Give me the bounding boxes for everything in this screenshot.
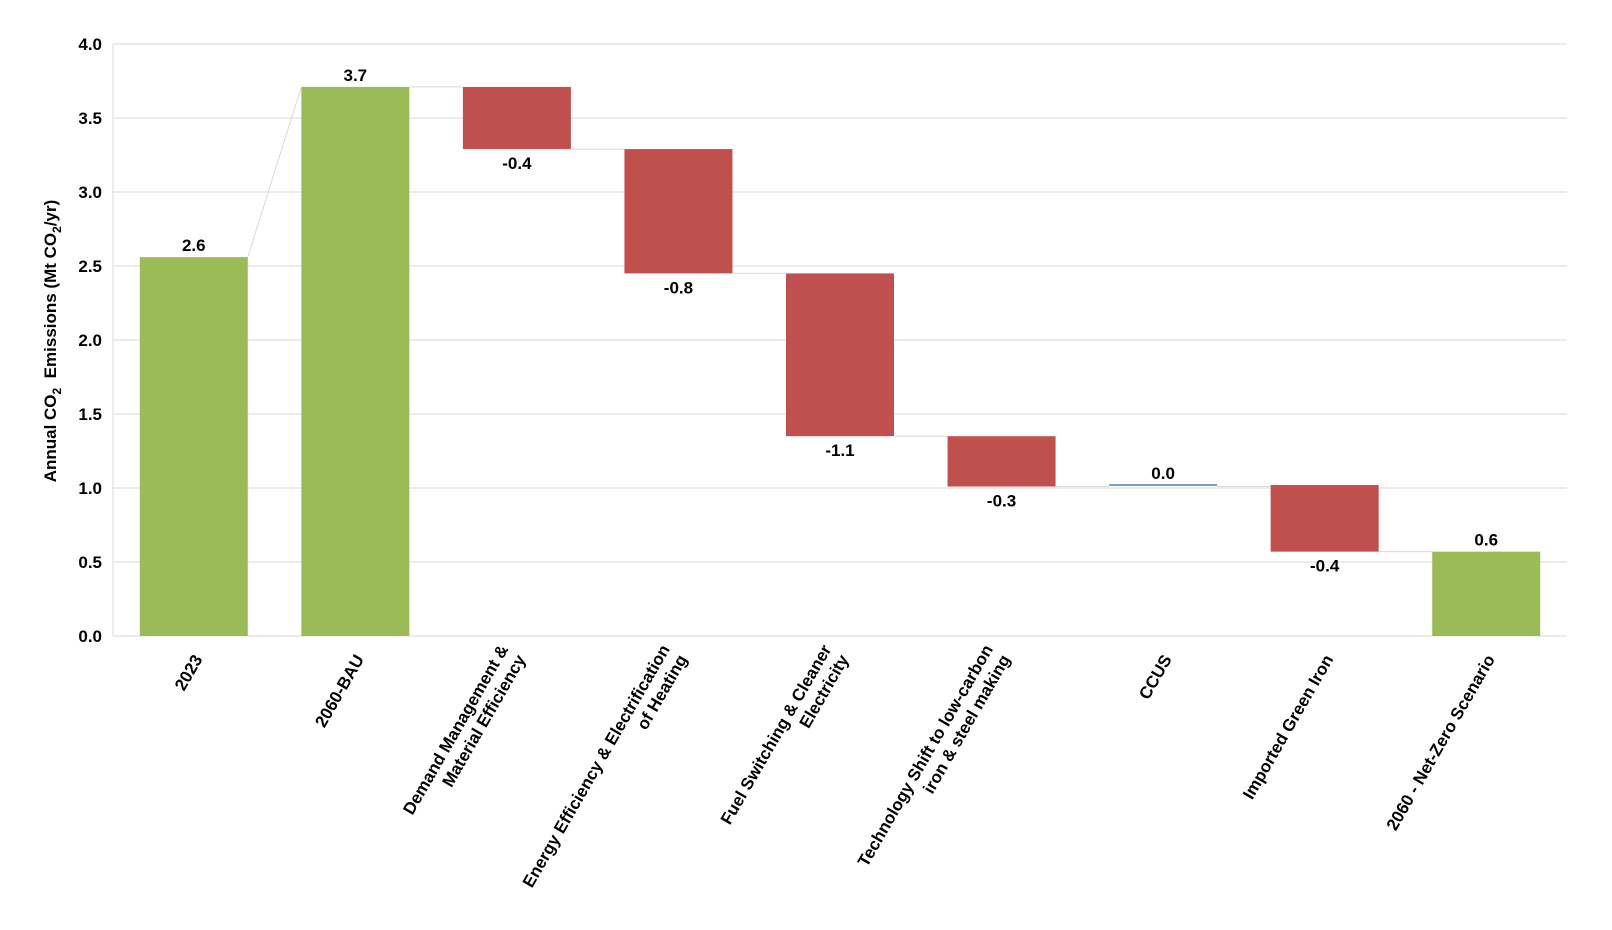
y-tick-label: 2.0 [78, 331, 102, 350]
data-labels: 2.6 3.7 -0.4 -0.8 -1.1 -0.3 0.0 -0.4 0.6 [182, 66, 1498, 576]
y-tick-label: 2.5 [78, 257, 102, 276]
bars [139, 86, 1541, 637]
x-category-label-line: CCUS [1135, 652, 1176, 703]
x-category-label-line: Demand Management & [399, 642, 512, 818]
data-label: 0.0 [1151, 464, 1175, 483]
data-label: -1.1 [825, 441, 854, 460]
y-axis-label: Annual CO2 Emissions (Mt CO2/yr) [41, 200, 64, 483]
x-category-label-line: 2060-BAU [311, 652, 368, 731]
x-category-label-line: 2060 - Net-Zero Scenario [1383, 652, 1499, 834]
x-category-label: Energy Efficiency & Electrificationof He… [519, 642, 691, 901]
x-category-label: 2060-BAU [311, 652, 368, 731]
x-category-label-line: 2023 [171, 652, 206, 694]
bar-7 [1270, 485, 1379, 552]
y-tick-label: 1.0 [78, 479, 102, 498]
data-label: 2.6 [182, 236, 206, 255]
data-label: -0.8 [664, 278, 693, 297]
y-tick-label: 4.0 [78, 35, 102, 54]
x-category-label-line: Fuel Switching & Cleaner [717, 641, 836, 828]
y-tick-label: 3.5 [78, 109, 102, 128]
data-label: -0.4 [502, 154, 532, 173]
bar-3 [624, 149, 733, 274]
bar-5 [947, 436, 1056, 487]
x-category-label: CCUS [1135, 652, 1176, 703]
y-tick-label: 0.5 [78, 553, 102, 572]
connector-lines [247, 86, 1433, 553]
data-label: 3.7 [344, 66, 368, 85]
x-category-label-line: Technology Shift to low-carbon [854, 642, 997, 870]
data-label: -0.3 [987, 492, 1016, 511]
y-tick-label: 3.0 [78, 183, 102, 202]
x-category-label: Demand Management &Material Efficiency [399, 641, 529, 828]
x-category-label-line: Imported Green Iron [1239, 652, 1337, 803]
y-axis-ticks: 0.0 0.5 1.0 1.5 2.0 2.5 3.0 3.5 4.0 [78, 35, 102, 646]
x-category-label-line: Energy Efficiency & Electrification [519, 642, 674, 891]
x-category-label: 2023 [171, 652, 206, 694]
bar-4 [786, 273, 894, 437]
data-label: 0.6 [1474, 531, 1498, 550]
bar-8 [1432, 551, 1541, 636]
data-label: -0.4 [1310, 557, 1340, 576]
x-category-label: Technology Shift to low-carboniron & ste… [854, 642, 1014, 880]
connector-line [247, 86, 302, 258]
x-axis-category-labels: 2023 2060-BAU Demand Management &Material … [171, 641, 1499, 901]
y-tick-label: 1.5 [78, 405, 102, 424]
x-category-label: 2060 - Net-Zero Scenario [1383, 652, 1499, 834]
bar-1 [301, 86, 410, 637]
x-category-label: Fuel Switching & CleanerElectricity [717, 641, 853, 838]
bar-0 [139, 257, 248, 636]
x-category-label: Imported Green Iron [1239, 652, 1337, 803]
y-tick-label: 0.0 [78, 627, 102, 646]
bar-2 [462, 86, 571, 150]
